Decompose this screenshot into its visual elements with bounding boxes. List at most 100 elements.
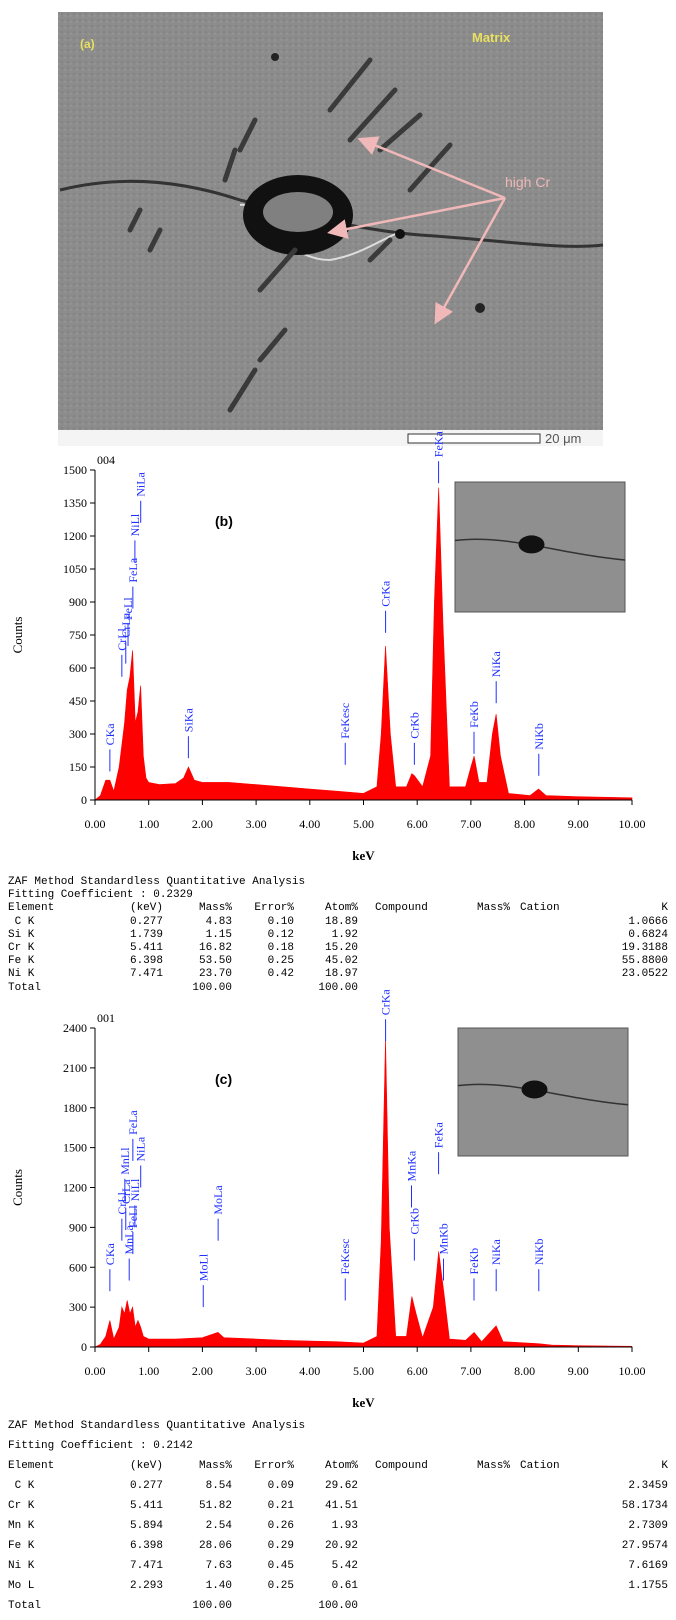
x-tick-label: 4.00 (299, 1364, 320, 1378)
x-tick-label: 5.00 (353, 1364, 374, 1378)
phase-label: high Cr (505, 174, 550, 190)
x-tick-label: 3.00 (246, 1364, 267, 1378)
fit-coefficient: Fitting Coefficient : 0.2142 (8, 1440, 193, 1452)
peak-label: FeLa (126, 1110, 140, 1135)
x-tick-label: 10.00 (619, 1364, 646, 1378)
matrix-label: Matrix (472, 30, 511, 45)
table-cell: 1.739 (129, 928, 163, 941)
table-cell: 0.29 (267, 1540, 294, 1552)
column-header: Error% (254, 902, 294, 915)
table-cell: 5.42 (331, 1560, 358, 1572)
table-cell: 1.1755 (628, 1580, 668, 1592)
peak-label: NiLa (134, 1136, 148, 1161)
y-tick-label: 300 (69, 1300, 87, 1314)
table-cell: 23.70 (198, 968, 232, 981)
table-cell: 58.1734 (621, 1500, 668, 1512)
panel-label: (c) (215, 1071, 232, 1087)
column-header: (keV) (129, 1460, 163, 1472)
table-cell: 28.06 (198, 1540, 232, 1552)
table-cell: 0.26 (267, 1520, 294, 1532)
table-cell: 6.398 (129, 1540, 163, 1552)
peak-label: CKa (103, 723, 117, 746)
column-header: Error% (254, 1460, 294, 1472)
column-header: Compound (375, 902, 428, 915)
table-cell: 0.09 (267, 1480, 294, 1492)
x-tick-label: 2.00 (192, 1364, 213, 1378)
spectrum (94, 1038, 633, 1348)
table-cell: Ni K (8, 968, 35, 981)
inset-pore (521, 1080, 548, 1099)
peak-label: NiKa (489, 651, 503, 678)
peak-label: FeLl (121, 597, 135, 620)
y-axis-label: Counts (10, 1169, 25, 1206)
peak-label: FeKa (432, 431, 446, 458)
peak-label: CrKa (379, 580, 393, 607)
y-tick-label: 0 (81, 793, 87, 807)
y-tick-label: 150 (69, 760, 87, 774)
y-tick-label: 1800 (63, 1101, 87, 1115)
table-cell: 0.6824 (628, 928, 668, 941)
table-cell: 51.82 (198, 1500, 232, 1512)
total-label: Total (8, 981, 42, 994)
table-cell: 0.10 (267, 915, 294, 928)
table-cell: 0.25 (267, 955, 294, 968)
y-tick-label: 600 (69, 661, 87, 675)
peak-label: CKa (103, 1243, 117, 1266)
sem-image: (a) Matrix high Cr 20 μm (58, 12, 604, 446)
y-axis-label: Counts (10, 617, 25, 654)
panel-label: (b) (215, 513, 233, 529)
panel-label: (a) (80, 37, 95, 51)
total-atom: 100.00 (318, 1600, 358, 1612)
total-mass: 100.00 (192, 981, 232, 994)
table-cell: 27.9574 (621, 1540, 668, 1552)
table-cell: 8.54 (205, 1480, 232, 1492)
table-cell: 18.97 (324, 968, 358, 981)
x-tick-label: 0.00 (85, 1364, 106, 1378)
x-tick-label: 10.00 (619, 817, 646, 831)
table-cell: 2.7309 (628, 1520, 668, 1532)
column-header: Mass% (476, 1460, 510, 1472)
y-tick-label: 1200 (63, 1181, 87, 1195)
x-tick-label: 7.00 (460, 1364, 481, 1378)
peak-label: CrKb (407, 712, 421, 739)
table-cell: 0.45 (267, 1560, 294, 1572)
table-cell: 7.471 (129, 1560, 163, 1572)
fit-coefficient: Fitting Coefficient : 0.2329 (8, 889, 193, 902)
table-title: ZAF Method Standardless Quantitative Ana… (8, 1420, 306, 1432)
table-cell: C K (8, 1480, 35, 1492)
table-cell: 19.3188 (621, 942, 668, 954)
peak-label: MnKa (405, 1150, 419, 1181)
table-cell: 7.6169 (628, 1560, 668, 1572)
y-tick-label: 600 (69, 1260, 87, 1274)
table-cell: 7.63 (205, 1560, 232, 1572)
table-cell: 16.82 (198, 942, 232, 954)
column-header: Mass% (198, 902, 232, 915)
y-tick-label: 450 (69, 694, 87, 708)
column-header: Mass% (476, 902, 510, 915)
y-tick-label: 0 (81, 1340, 87, 1354)
y-tick-label: 1200 (63, 529, 87, 543)
table-cell: 41.51 (324, 1500, 358, 1512)
peak-label: FeKa (432, 1122, 446, 1149)
peak-label: FeLl (126, 1205, 140, 1228)
x-tick-label: 1.00 (138, 817, 159, 831)
x-tick-label: 8.00 (514, 1364, 535, 1378)
peak-label: NiKb (532, 1239, 546, 1266)
spectrum (94, 487, 633, 801)
column-header: K (661, 902, 668, 915)
table-cell: 0.277 (129, 1480, 163, 1492)
table-cell: 4.83 (205, 915, 232, 928)
peak-label: MnKb (437, 1223, 451, 1254)
column-header: Compound (375, 1460, 428, 1472)
table-cell: 1.40 (205, 1580, 232, 1592)
table-cell: 23.0522 (621, 968, 668, 981)
y-tick-label: 900 (69, 1220, 87, 1234)
y-tick-label: 900 (69, 595, 87, 609)
x-tick-label: 3.00 (246, 817, 267, 831)
table-cell: 0.21 (267, 1500, 294, 1512)
table-cell: 0.277 (129, 915, 163, 928)
y-tick-label: 1500 (63, 1141, 87, 1155)
peak-label: NiLl (128, 1178, 142, 1201)
